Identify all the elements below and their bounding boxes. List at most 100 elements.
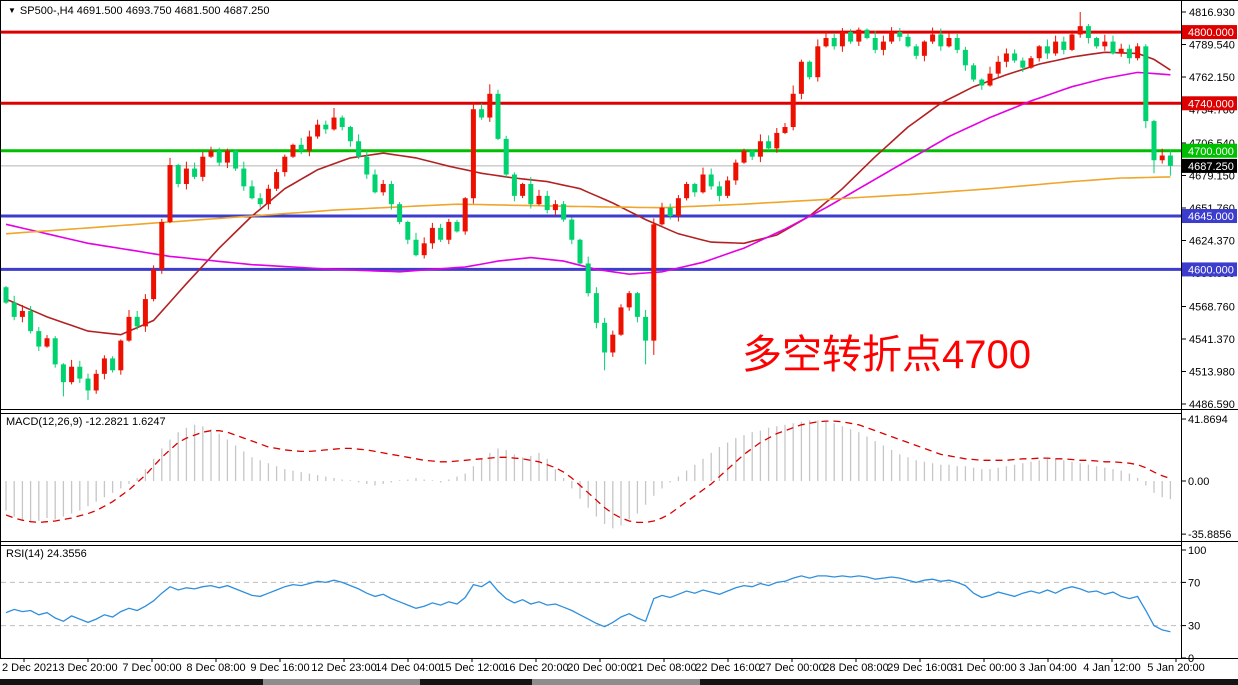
candle-up: [265, 188, 271, 205]
candle-up: [798, 61, 804, 94]
price-tick-label: 4816.930: [1189, 7, 1235, 19]
taskbar-segment: [532, 679, 700, 685]
chart-rect: [1182, 209, 1237, 224]
date-tick-label: 5 Jan 20:00: [1147, 662, 1205, 674]
candle-down: [954, 38, 960, 50]
rsi-pane-label: RSI(14) 24.3556: [6, 548, 87, 560]
date-tick-label: 20 Dec 00:00: [567, 662, 632, 674]
candle-up: [626, 293, 632, 308]
candle-up: [1053, 41, 1059, 54]
chart-rect: [1182, 262, 1237, 277]
taskbar-sliver: [0, 679, 1238, 685]
date-tick-label: 31 Dec 00:00: [951, 662, 1016, 674]
price-badge: 4600.000: [1182, 262, 1237, 277]
candle-up: [470, 109, 476, 199]
candle-up: [1036, 46, 1042, 59]
candle-down: [356, 141, 362, 157]
candle-up: [757, 141, 763, 157]
candle-up: [839, 32, 845, 47]
date-tick-label: 12 Dec 23:00: [311, 662, 376, 674]
date-tick-label: 4 Jan 12:00: [1083, 662, 1141, 674]
candles-layer[interactable]: [3, 12, 1173, 400]
chart-polyline: [5, 51, 1171, 336]
candle-down: [962, 49, 968, 66]
date-tick-label: 7 Dec 00:00: [122, 662, 181, 674]
price-badge-label: 4800.000: [1188, 27, 1234, 39]
chart-dropdown-icon[interactable]: ▼: [8, 6, 16, 15]
price-tick-label: 4789.540: [1189, 40, 1235, 52]
candle-down: [11, 302, 17, 317]
candle-down: [708, 174, 714, 187]
candle-down: [36, 331, 42, 347]
candle-up: [167, 164, 173, 222]
ma-slow-orange: [5, 176, 1171, 235]
candle-up: [782, 127, 788, 133]
candle-up: [675, 198, 681, 217]
candle-down: [1020, 60, 1026, 68]
candle-down: [233, 150, 239, 169]
date-tick-label: 9 Dec 16:00: [250, 662, 309, 674]
candle-up: [651, 224, 657, 341]
chart-rect: [1182, 96, 1237, 111]
candle-down: [872, 38, 878, 50]
candle-down: [634, 293, 640, 317]
candle-down: [692, 183, 698, 193]
price-level-lines: [0, 30, 1181, 271]
candle-down: [216, 150, 222, 163]
date-tick-label: 21 Dec 08:00: [631, 662, 696, 674]
macd-axis[interactable]: 41.8694 0.00 -35.8856: [1181, 414, 1231, 541]
price-tick-label: 4541.370: [1189, 334, 1235, 346]
candle-down: [77, 366, 83, 379]
candle-down: [192, 168, 198, 177]
candle-up: [725, 180, 731, 196]
candle-up: [151, 269, 157, 300]
price-badge: 4645.000: [1182, 209, 1237, 224]
rsi-axis[interactable]: 10070300: [1181, 545, 1206, 665]
candle-down: [716, 186, 722, 196]
candle-down: [413, 239, 419, 256]
candle-down: [1143, 46, 1149, 122]
candle-down: [438, 227, 444, 240]
price-badge: 4687.250: [1182, 158, 1237, 173]
candle-up: [552, 204, 558, 211]
candle-up: [487, 93, 493, 118]
candle-up: [815, 46, 821, 78]
candle-up: [930, 34, 936, 42]
candle-down: [257, 198, 263, 205]
date-tick-label: 29 Dec 16:00: [887, 662, 952, 674]
date-tick-label: 8 Dec 08:00: [186, 662, 245, 674]
candle-up: [520, 183, 526, 196]
candle-down: [1167, 155, 1173, 166]
candle-down: [249, 186, 255, 199]
candle-down: [397, 204, 403, 222]
candle-down: [585, 263, 591, 294]
candle-down: [864, 29, 870, 39]
candle-up: [446, 221, 452, 240]
time-axis[interactable]: 2 Dec 2021 3 Dec 20:00 7 Dec 00:00 8 Dec 08…: [2, 659, 1205, 674]
candle-up: [946, 38, 952, 47]
candle-up: [684, 183, 690, 199]
date-tick-label: 3 Dec 20:00: [58, 662, 117, 674]
macd-pane-label: MACD(12,26,9) -12.2821 1.6247: [6, 416, 166, 428]
candle-down: [528, 183, 534, 205]
price-tick-label: 4762.150: [1189, 72, 1235, 84]
date-tick-label: 2 Dec 2021: [2, 662, 58, 674]
candle-up: [536, 195, 542, 205]
candle-up: [118, 340, 124, 371]
candle-up: [224, 150, 230, 163]
candle-up: [733, 162, 739, 181]
candle-down: [241, 168, 247, 187]
candle-down: [913, 46, 919, 56]
candle-down: [503, 138, 509, 175]
candle-down: [339, 117, 345, 128]
candle-down: [347, 127, 353, 142]
candle-up: [306, 136, 312, 151]
candle-down: [1126, 48, 1132, 59]
candle-down: [602, 322, 608, 353]
price-axis[interactable]: 4816.9304789.5404762.1504734.7604706.540…: [1181, 0, 1235, 659]
candle-down: [831, 38, 837, 47]
candle-up: [208, 150, 214, 157]
rsi-tick-label: 30: [1188, 621, 1200, 633]
candle-down: [52, 338, 58, 365]
